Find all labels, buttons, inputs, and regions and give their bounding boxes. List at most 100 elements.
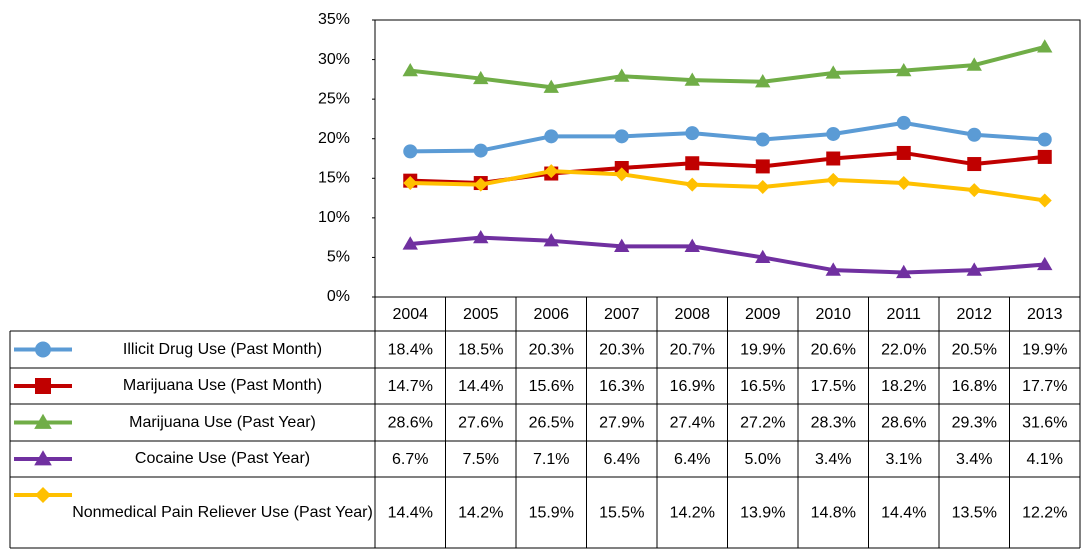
- legend-label: Marijuana Use (Past Year): [129, 413, 316, 431]
- marker: [1037, 149, 1052, 164]
- x-tick-label: 2011: [887, 306, 922, 323]
- data-label: 5.0%: [745, 451, 781, 468]
- legend-box: Nonmedical Pain Reliever Use (Past Year): [72, 503, 373, 521]
- data-label: 6.4%: [604, 451, 640, 468]
- data-label: 26.5%: [529, 415, 574, 432]
- data-label: 3.4%: [956, 451, 992, 468]
- data-label: 13.5%: [952, 505, 997, 522]
- legend-box: Illicit Drug Use (Past Month): [122, 340, 323, 358]
- marker: [1037, 193, 1052, 208]
- x-tick-label: 2004: [392, 306, 428, 323]
- x-tick-label: 2007: [604, 306, 640, 323]
- marker: [402, 236, 418, 250]
- marker: [826, 126, 841, 141]
- marker: [684, 238, 700, 252]
- marker: [1037, 132, 1052, 147]
- data-label: 14.4%: [458, 378, 503, 395]
- series-line: [410, 169, 1046, 203]
- legend-box: Cocaine Use (Past Year): [134, 450, 311, 467]
- y-tick-label: 5%: [327, 249, 350, 266]
- data-label: 27.4%: [670, 415, 715, 432]
- data-label: 20.5%: [952, 342, 997, 359]
- marker: [543, 79, 559, 93]
- marker: [614, 238, 630, 252]
- data-label: 16.5%: [740, 378, 785, 395]
- marker: [473, 70, 489, 85]
- legend-marker: [34, 450, 52, 466]
- legend-box: Marijuana Use (Past Month): [122, 377, 323, 394]
- data-label: 20.3%: [599, 342, 644, 359]
- data-label: 18.4%: [388, 342, 433, 359]
- y-tick-label: 0%: [327, 288, 350, 305]
- data-label: 13.9%: [740, 505, 785, 522]
- marker: [896, 145, 911, 160]
- data-label: 14.2%: [458, 505, 503, 522]
- data-label: 18.2%: [881, 378, 926, 395]
- x-tick-label: 2006: [533, 306, 569, 323]
- marker: [685, 177, 700, 192]
- data-label: 31.6%: [1022, 415, 1067, 432]
- marker: [614, 167, 629, 182]
- y-tick-label: 30%: [318, 51, 350, 68]
- marker: [825, 65, 841, 79]
- marker: [544, 164, 559, 179]
- data-label: 19.9%: [740, 342, 785, 359]
- x-tick-label: 2012: [956, 306, 992, 323]
- data-label: 19.9%: [1022, 342, 1067, 359]
- data-label: 29.3%: [952, 415, 997, 432]
- marker: [1037, 256, 1053, 271]
- marker: [403, 144, 418, 159]
- legend-label: Cocaine Use (Past Year): [134, 450, 311, 467]
- marker: [614, 129, 629, 144]
- data-label: 28.3%: [811, 415, 856, 432]
- marker: [966, 57, 982, 71]
- marker: [684, 72, 700, 86]
- marker: [543, 233, 559, 247]
- y-tick-label: 25%: [318, 90, 350, 107]
- legend-marker: [34, 413, 52, 429]
- marker: [825, 262, 841, 276]
- x-tick-label: 2013: [1027, 306, 1063, 323]
- x-tick-label: 2005: [463, 306, 499, 323]
- marker: [896, 176, 911, 191]
- data-label: 16.3%: [599, 378, 644, 395]
- legend-marker: [35, 487, 51, 503]
- y-tick-label: 20%: [318, 130, 350, 147]
- marker: [403, 176, 418, 191]
- data-label: 15.5%: [599, 505, 644, 522]
- marker: [473, 177, 488, 192]
- marker: [896, 264, 912, 279]
- data-label: 28.6%: [881, 415, 926, 432]
- data-label: 6.4%: [674, 451, 710, 468]
- marker: [755, 132, 770, 147]
- marker: [755, 74, 771, 88]
- legend-label: Illicit Drug Use (Past Month): [122, 340, 323, 358]
- data-label: 15.6%: [529, 378, 574, 395]
- y-tick-label: 10%: [318, 209, 350, 226]
- marker: [896, 115, 911, 130]
- marker: [473, 229, 489, 244]
- data-label: 12.2%: [1022, 505, 1067, 522]
- data-label: 6.7%: [392, 451, 428, 468]
- data-label: 16.8%: [952, 378, 997, 395]
- marker: [755, 249, 771, 264]
- legend-label: Nonmedical Pain Reliever Use (Past Year): [72, 503, 373, 521]
- legend-marker: [35, 341, 51, 358]
- data-label: 22.0%: [881, 342, 926, 359]
- legend-box: Marijuana Use (Past Year): [129, 413, 316, 431]
- marker: [966, 262, 982, 276]
- data-label: 17.5%: [811, 378, 856, 395]
- data-label: 14.4%: [881, 505, 926, 522]
- data-label: 18.5%: [458, 342, 503, 359]
- marker: [1037, 39, 1053, 53]
- legend-label: Marijuana Use (Past Month): [122, 377, 323, 394]
- data-label: 14.7%: [388, 378, 433, 395]
- data-label: 14.2%: [670, 505, 715, 522]
- data-label: 27.9%: [599, 415, 644, 432]
- data-label: 14.8%: [811, 505, 856, 522]
- data-label: 14.4%: [388, 505, 433, 522]
- data-label: 20.7%: [670, 342, 715, 359]
- data-label: 27.6%: [458, 415, 503, 432]
- data-label: 7.1%: [533, 451, 569, 468]
